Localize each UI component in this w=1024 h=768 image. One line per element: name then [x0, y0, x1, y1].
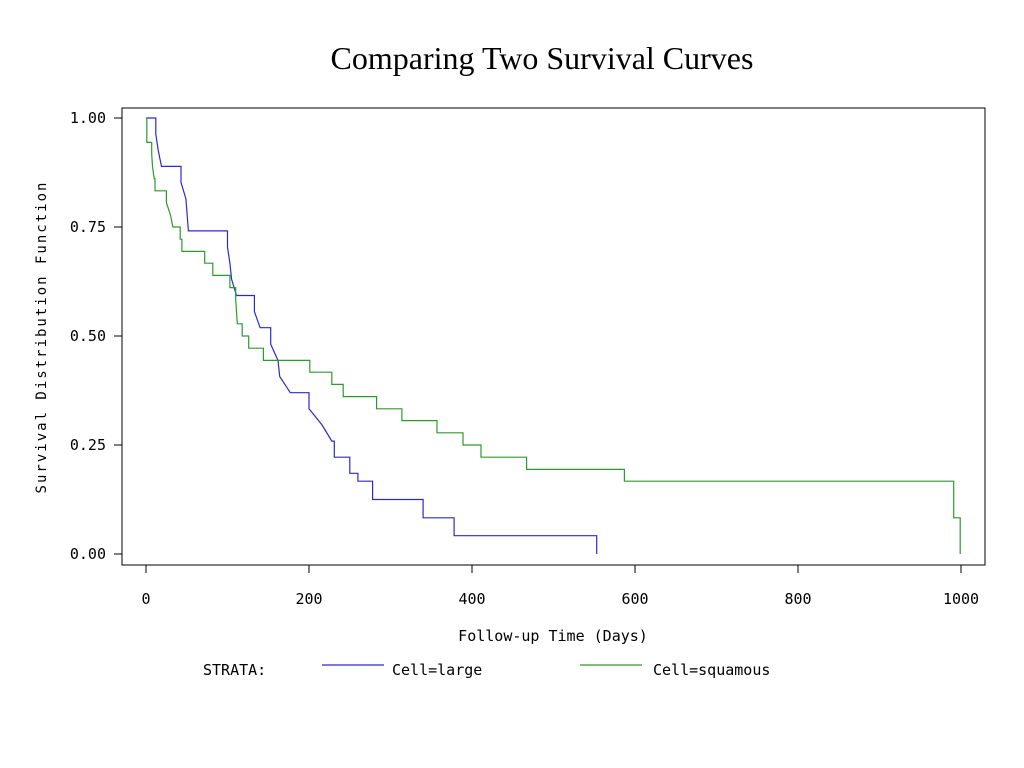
legend-label: Cell=squamous [653, 661, 770, 679]
legend: STRATA: Cell=large Cell=squamous [203, 661, 770, 679]
x-axis-label: Follow-up Time (Days) [458, 627, 648, 645]
y-axis: 0.00 0.25 0.50 0.75 1.00 [70, 109, 122, 563]
x-tick-label: 400 [458, 590, 485, 608]
x-tick-label: 200 [295, 590, 322, 608]
series-line-cell-large [146, 117, 598, 554]
y-tick-label: 0.00 [70, 545, 106, 563]
chart-title: Comparing Two Survival Curves [330, 40, 754, 76]
y-tick-label: 0.25 [70, 436, 106, 454]
x-tick-label: 800 [784, 590, 811, 608]
y-tick-label: 0.50 [70, 327, 106, 345]
y-axis-label: Survival Distribution Function [34, 181, 50, 494]
series-line-cell-squamous [146, 117, 961, 554]
plot-frame [121, 107, 986, 566]
x-tick-label: 600 [621, 590, 648, 608]
series-lines [146, 117, 961, 554]
legend-title: STRATA: [203, 661, 266, 679]
y-tick-label: 0.75 [70, 218, 106, 236]
legend-label: Cell=large [392, 661, 482, 679]
x-tick-label: 0 [141, 590, 150, 608]
x-tick-label: 1000 [943, 590, 979, 608]
y-tick-label: 1.00 [70, 109, 106, 127]
x-axis: 0 200 400 600 800 1000 [141, 565, 979, 608]
